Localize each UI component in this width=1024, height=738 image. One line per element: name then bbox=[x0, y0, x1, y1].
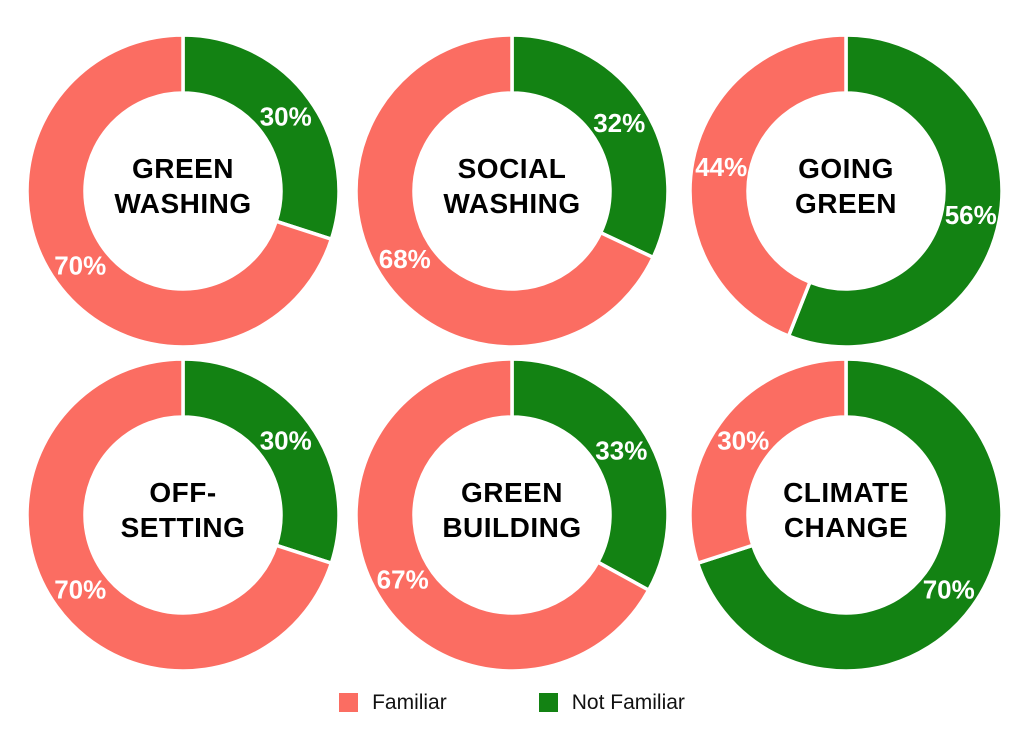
donut-chart-green-building: 33% 67% GREEN BUILDING bbox=[352, 355, 672, 675]
legend-item-not-familiar: Not Familiar bbox=[538, 691, 685, 714]
slice-familiar-pct-label: 70% bbox=[54, 251, 106, 281]
donut-title-line: GOING bbox=[798, 153, 894, 184]
donut-title-line: GREEN bbox=[795, 188, 897, 219]
slice-familiar bbox=[688, 33, 848, 338]
donut-title-line: SOCIAL bbox=[458, 153, 567, 184]
donut-svg: 30% 70% GREEN WASHING bbox=[25, 33, 341, 349]
donut-title-line: WASHING bbox=[443, 188, 580, 219]
donut-title-line: OFF- bbox=[149, 477, 216, 508]
donut-title-line: GREEN bbox=[461, 477, 563, 508]
donut-svg: 30% 70% OFF- SETTING bbox=[25, 357, 341, 673]
slice-familiar-pct-label: 30% bbox=[717, 425, 769, 455]
donut-chart-off-setting: 30% 70% OFF- SETTING bbox=[23, 355, 343, 675]
donut-title-line: WASHING bbox=[114, 188, 251, 219]
donut-chart-climate-change: 70% 30% CLIMATE CHANGE bbox=[686, 355, 1006, 675]
legend-label-familiar: Familiar bbox=[372, 691, 447, 714]
slice-familiar-pct-label: 70% bbox=[54, 575, 106, 605]
donut-chart-green-washing: 30% 70% GREEN WASHING bbox=[23, 31, 343, 351]
slice-not-familiar bbox=[695, 357, 1004, 673]
slice-familiar-pct-label: 68% bbox=[379, 244, 431, 274]
slice-not-familiar bbox=[510, 357, 670, 592]
donut-svg: 33% 67% GREEN BUILDING bbox=[354, 357, 670, 673]
donut-title-line: BUILDING bbox=[442, 512, 581, 543]
donut-title-line: CLIMATE bbox=[783, 477, 909, 508]
donut-chart-going-green: 56% 44% GOING GREEN bbox=[686, 31, 1006, 351]
slice-not-familiar-pct-label: 32% bbox=[593, 108, 645, 138]
slice-familiar-pct-label: 67% bbox=[377, 565, 429, 595]
slice-not-familiar bbox=[510, 33, 670, 260]
donut-chart-social-washing: 32% 68% SOCIAL WASHING bbox=[352, 31, 672, 351]
slice-not-familiar bbox=[786, 33, 1004, 349]
donut-title-line: SETTING bbox=[121, 512, 246, 543]
legend-swatch-familiar-icon bbox=[339, 693, 359, 712]
slice-familiar bbox=[25, 357, 334, 673]
legend: Familiar Not Familiar bbox=[0, 692, 1024, 713]
donut-title-line: GREEN bbox=[132, 153, 234, 184]
slice-familiar bbox=[354, 33, 655, 349]
donut-svg: 32% 68% SOCIAL WASHING bbox=[354, 33, 670, 349]
slice-not-familiar-pct-label: 30% bbox=[260, 101, 312, 131]
donut-title-line: CHANGE bbox=[784, 512, 908, 543]
slice-familiar bbox=[688, 357, 848, 565]
slice-familiar-pct-label: 44% bbox=[695, 152, 747, 182]
donut-svg: 70% 30% CLIMATE CHANGE bbox=[688, 357, 1004, 673]
slice-familiar bbox=[25, 33, 334, 349]
slice-not-familiar-pct-label: 30% bbox=[260, 425, 312, 455]
legend-item-familiar: Familiar bbox=[339, 692, 447, 713]
donut-svg: 56% 44% GOING GREEN bbox=[688, 33, 1004, 349]
slice-not-familiar bbox=[181, 357, 341, 565]
slice-not-familiar-pct-label: 70% bbox=[923, 575, 975, 605]
slice-not-familiar-pct-label: 56% bbox=[945, 200, 997, 230]
legend-label-not-familiar: Not Familiar bbox=[571, 691, 685, 714]
slice-not-familiar bbox=[181, 33, 341, 241]
slice-familiar bbox=[354, 357, 651, 673]
legend-swatch-not-familiar-icon bbox=[538, 693, 558, 712]
slice-not-familiar-pct-label: 33% bbox=[595, 435, 647, 465]
